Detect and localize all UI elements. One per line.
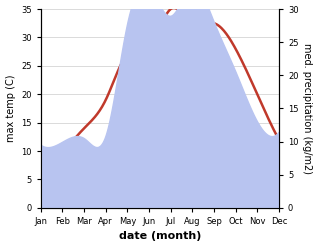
Y-axis label: med. precipitation (kg/m2): med. precipitation (kg/m2) [302, 43, 313, 174]
Y-axis label: max temp (C): max temp (C) [5, 75, 16, 142]
X-axis label: date (month): date (month) [119, 231, 201, 242]
